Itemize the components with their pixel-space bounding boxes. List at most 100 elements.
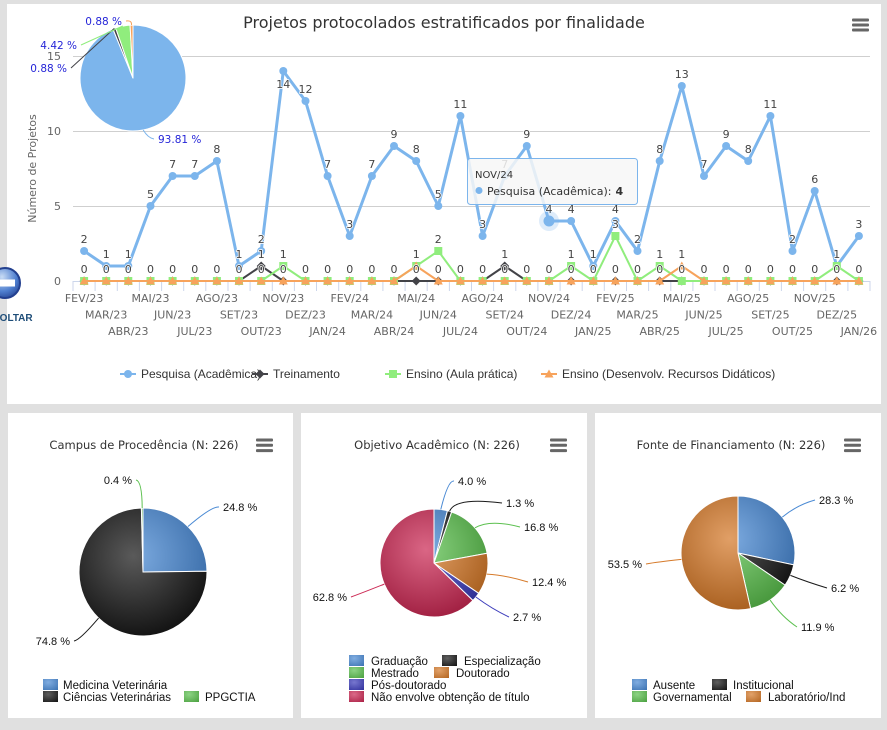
diamond-marker[interactable]	[500, 261, 510, 271]
back-button[interactable]: VOLTAR	[0, 267, 33, 324]
triangle-marker[interactable]	[278, 276, 288, 285]
triangle-marker[interactable]	[234, 276, 244, 285]
triangle-marker[interactable]	[345, 276, 355, 285]
objetivo-chart-menu-button[interactable]	[550, 438, 567, 453]
legend-item-ppgctia[interactable]: PPGCTIA	[184, 691, 256, 704]
circle-marker[interactable]	[279, 67, 288, 75]
circle-marker[interactable]	[257, 247, 266, 255]
triangle-marker[interactable]	[190, 276, 200, 285]
legend-item-pos-doutorado[interactable]: Pós-doutorado	[349, 679, 446, 692]
pie-slice-mestrado[interactable]	[433, 511, 488, 564]
circle-marker[interactable]	[589, 262, 598, 270]
circle-marker[interactable]	[102, 262, 111, 270]
square-marker[interactable]	[655, 262, 664, 270]
triangle-marker[interactable]	[323, 276, 333, 285]
legend-item-doutorado[interactable]: Doutorado	[434, 667, 510, 680]
triangle-marker[interactable]	[168, 276, 178, 285]
legend-item-ciencias-veterinarias[interactable]: Ciências Veterinárias	[43, 691, 171, 704]
triangle-marker[interactable]	[389, 276, 399, 285]
legend-item-laboratorio-ind[interactable]: Laboratório/Ind	[746, 691, 845, 704]
circle-marker[interactable]	[235, 262, 243, 270]
legend-item-institucional[interactable]: Institucional	[712, 679, 794, 692]
circle-marker[interactable]	[722, 142, 731, 150]
circle-marker[interactable]	[478, 232, 487, 240]
circle-marker[interactable]	[146, 202, 155, 210]
legend-item-ensino-aula-pratica[interactable]: Ensino (Aula prática)	[385, 367, 517, 381]
financiamento-chart-menu-button[interactable]	[844, 438, 861, 453]
legend-item-graduacao[interactable]: Graduação	[349, 655, 428, 668]
square-marker[interactable]	[611, 232, 620, 240]
circle-marker[interactable]	[367, 172, 376, 180]
pie-slice-medicina-veterinaria[interactable]	[142, 507, 208, 573]
triangle-marker[interactable]	[146, 276, 155, 285]
triangle-marker[interactable]	[455, 276, 465, 285]
legend-item-nao-envolve-obtencao-de-titulo[interactable]: Não envolve obtenção de título	[349, 691, 530, 704]
legend-item-medicina-veterinaria[interactable]: Medicina Veterinária	[43, 679, 168, 692]
triangle-marker[interactable]	[588, 276, 598, 285]
triangle-marker[interactable]	[566, 276, 576, 285]
legend-item-ausente[interactable]: Ausente	[632, 679, 695, 692]
triangle-marker[interactable]	[544, 276, 554, 285]
triangle-marker[interactable]	[788, 276, 797, 285]
triangle-marker[interactable]	[411, 261, 421, 270]
pie-slice-nao-envolve-obtencao-de-titulo[interactable]	[379, 508, 474, 618]
circle-marker[interactable]	[212, 157, 221, 165]
square-marker[interactable]	[832, 262, 841, 270]
circle-marker[interactable]	[190, 172, 199, 180]
diamond-marker[interactable]	[256, 261, 266, 271]
circle-marker[interactable]	[301, 97, 310, 105]
pie-slice-ppgctia[interactable]	[140, 507, 144, 573]
circle-marker[interactable]	[744, 157, 753, 165]
triangle-marker[interactable]	[301, 276, 310, 285]
legend-item-pesquisa-academica[interactable]: Pesquisa (Acadêmica)	[120, 367, 261, 381]
triangle-marker[interactable]	[765, 276, 775, 285]
triangle-marker[interactable]	[655, 276, 665, 285]
circle-marker[interactable]	[700, 172, 708, 180]
triangle-marker[interactable]	[721, 276, 731, 285]
legend-item-treinamento[interactable]: Treinamento	[252, 367, 340, 381]
circle-marker[interactable]	[854, 232, 863, 240]
circle-marker[interactable]	[677, 82, 686, 90]
triangle-marker[interactable]	[500, 276, 510, 285]
legend-item-ensino-desenvolv-recursos-didaticos[interactable]: Ensino (Desenvolv. Recursos Didáticos)	[541, 367, 775, 381]
circle-marker[interactable]	[788, 247, 797, 255]
triangle-marker[interactable]	[478, 276, 488, 285]
square-marker[interactable]	[279, 262, 288, 270]
circle-marker[interactable]	[124, 262, 133, 270]
triangle-marker[interactable]	[854, 276, 864, 285]
triangle-marker[interactable]	[743, 276, 753, 285]
triangle-marker[interactable]	[832, 276, 842, 285]
triangle-marker[interactable]	[610, 276, 620, 285]
triangle-marker[interactable]	[699, 276, 709, 285]
circle-marker[interactable]	[168, 172, 177, 180]
circle-marker[interactable]	[522, 142, 531, 150]
triangle-marker[interactable]	[522, 276, 532, 285]
campus-chart-menu-button[interactable]	[256, 438, 273, 453]
circle-marker[interactable]	[810, 187, 819, 195]
circle-marker[interactable]	[456, 112, 465, 120]
triangle-marker[interactable]	[123, 276, 133, 285]
circle-marker[interactable]	[567, 217, 576, 225]
triangle-marker[interactable]	[367, 276, 377, 285]
square-marker[interactable]	[567, 262, 576, 270]
square-marker[interactable]	[434, 247, 443, 255]
circle-marker[interactable]	[80, 247, 89, 255]
circle-marker[interactable]	[390, 142, 398, 150]
circle-marker[interactable]	[412, 157, 421, 165]
circle-marker[interactable]	[611, 217, 620, 225]
hovered-point[interactable]	[539, 211, 559, 231]
triangle-marker[interactable]	[677, 261, 687, 270]
triangle-marker[interactable]	[633, 276, 642, 285]
pie-slice-ausente[interactable]	[737, 495, 796, 566]
triangle-marker[interactable]	[212, 276, 222, 285]
square-marker[interactable]	[677, 277, 686, 285]
triangle-marker[interactable]	[256, 276, 266, 285]
triangle-marker[interactable]	[101, 276, 111, 285]
circle-marker[interactable]	[633, 247, 642, 255]
triangle-marker[interactable]	[433, 276, 443, 285]
pie-slice-ensino-desenvolv-recursos-didaticos[interactable]	[129, 24, 134, 79]
circle-marker[interactable]	[766, 112, 775, 120]
legend-item-mestrado[interactable]: Mestrado	[349, 667, 419, 680]
circle-marker[interactable]	[345, 232, 354, 240]
legend-item-governamental[interactable]: Governamental	[632, 691, 732, 704]
